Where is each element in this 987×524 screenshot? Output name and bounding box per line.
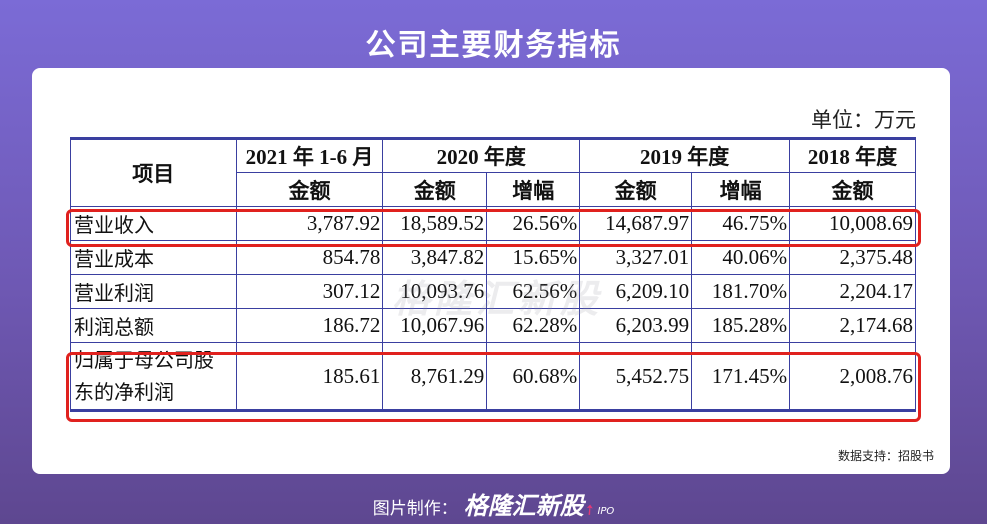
footer-ipo: IPO	[597, 506, 615, 517]
watermark: 格隆汇新股	[392, 277, 603, 321]
row-label: 营业成本	[70, 240, 237, 275]
sub-header: 金额	[235, 172, 384, 207]
page-title: 公司主要财务指标	[365, 28, 622, 63]
footer: 图片制作： 格隆汇新股➚IPO	[0, 486, 987, 521]
cell-value: 10,067.96	[382, 308, 488, 343]
cell-value: 186.72	[235, 308, 384, 343]
footer-brand: 格隆汇新股	[463, 492, 584, 520]
row-label: 利润总额	[70, 308, 237, 343]
table-row: 营业利润 307.12 10,093.76 62.56% 6,209.10 18…	[70, 274, 916, 309]
cell-value: 307.12	[235, 274, 384, 309]
cell-value: 181.70%	[691, 274, 791, 309]
cell-value: 2,174.68	[789, 308, 916, 343]
financial-card: 单位：万元 项目 2021 年 1-6 月 2020 年度 2019 年度 20…	[32, 68, 950, 474]
cell-value: 6,203.99	[579, 308, 693, 343]
sub-header: 金额	[382, 172, 488, 207]
period-header-2018: 2018 年度	[789, 138, 916, 173]
row-label: 营业利润	[70, 274, 237, 309]
cell-value: 62.28%	[486, 308, 581, 343]
sub-header: 金额	[789, 172, 916, 207]
row-label-line: 东的净利润	[74, 380, 174, 404]
item-header: 项目	[70, 138, 237, 207]
sub-header: 增幅	[486, 172, 581, 207]
period-header-2020: 2020 年度	[382, 138, 581, 173]
sub-header: 增幅	[691, 172, 791, 207]
period-header-2021h1: 2021 年 1-6 月	[235, 138, 384, 173]
footer-prefix: 图片制作：	[372, 499, 458, 519]
period-header-2019: 2019 年度	[579, 138, 791, 173]
highlight-net-profit-row	[66, 352, 921, 422]
highlight-revenue-row	[66, 209, 921, 247]
cell-value: 2,204.17	[789, 274, 916, 309]
cell-value: 185.28%	[691, 308, 791, 343]
cell-value: 62.56%	[486, 274, 581, 309]
source-note: 数据支持：招股书	[837, 449, 934, 463]
sub-header: 金额	[579, 172, 693, 207]
unit-label: 单位：万元	[811, 108, 916, 132]
cell-value: 6,209.10	[579, 274, 693, 309]
